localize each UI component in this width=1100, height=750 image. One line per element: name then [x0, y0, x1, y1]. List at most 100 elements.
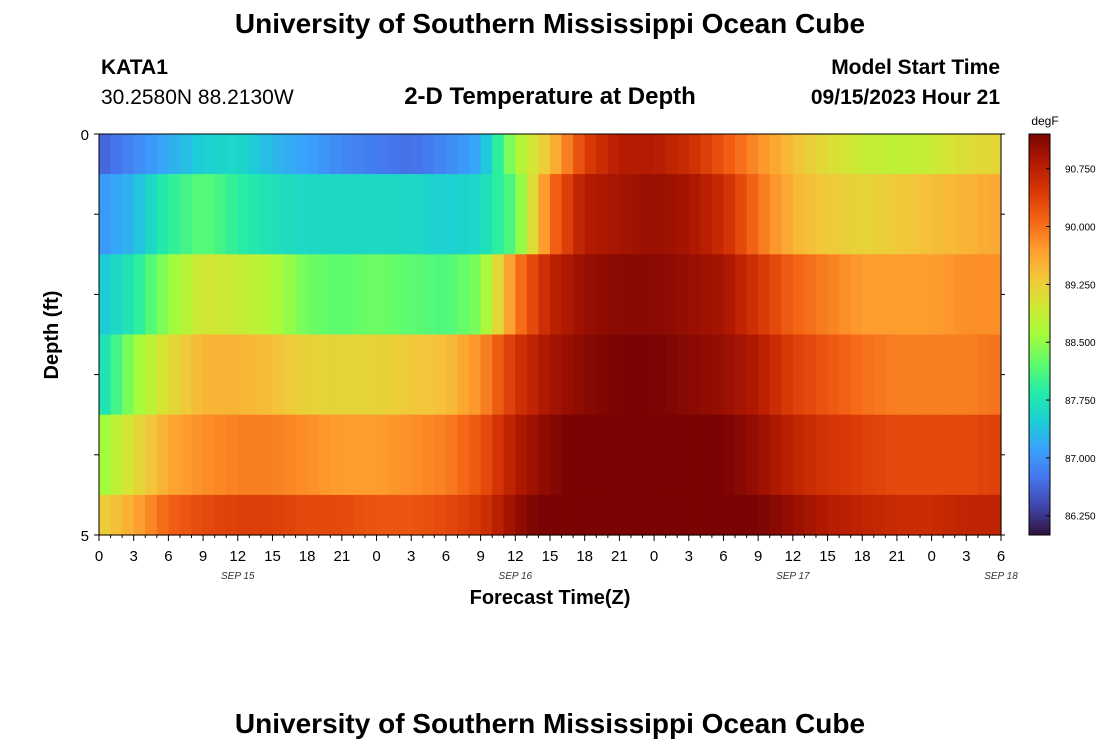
heatmap-cell [445, 174, 459, 255]
heatmap-cell [943, 494, 956, 536]
heatmap-cell [700, 494, 713, 536]
heatmap-cell [584, 254, 597, 336]
heatmap-cell [214, 174, 227, 255]
heatmap-cell [110, 334, 123, 416]
page-title: University of Southern Mississippi Ocean… [234, 8, 866, 39]
x-tick-label: 9 [754, 548, 762, 565]
heatmap-cell [179, 134, 193, 175]
heatmap-cell [896, 254, 910, 336]
heatmap-cell [735, 174, 748, 255]
heatmap-cell [596, 414, 609, 496]
heatmap-cell [353, 254, 366, 336]
heatmap-cell [168, 134, 181, 175]
heatmap-cell [307, 254, 320, 336]
heatmap-cell [214, 334, 227, 416]
x-tick-label: 0 [927, 548, 935, 565]
heatmap-cell [804, 494, 817, 536]
heatmap-cell [723, 134, 736, 175]
heatmap-cell [110, 414, 123, 496]
heatmap-cell [920, 334, 933, 416]
heatmap-cell [550, 254, 563, 336]
heatmap-cell [688, 494, 701, 536]
heatmap-cell [642, 174, 655, 255]
heatmap-cell [920, 414, 933, 496]
x-tick-label: 18 [854, 548, 871, 565]
heatmap-cell [769, 494, 782, 536]
heatmap-cell [827, 174, 840, 255]
heatmap-cell [179, 254, 193, 336]
heatmap-cell [711, 174, 725, 255]
heatmap-cell [873, 494, 886, 536]
heatmap-cell [469, 414, 482, 496]
heatmap-cell [492, 174, 505, 255]
heatmap-cell [839, 334, 852, 416]
heatmap-cell [272, 414, 285, 496]
heatmap-cell [654, 174, 667, 255]
x-tick-label: 21 [334, 548, 351, 565]
x-tick-label: 21 [889, 548, 906, 565]
heatmap-cell [677, 494, 690, 536]
heatmap-cell [226, 254, 239, 336]
heatmap-cell [156, 414, 169, 496]
heatmap-cell [665, 414, 678, 496]
heatmap-cell [931, 494, 944, 536]
heatmap-cell [839, 134, 852, 175]
heatmap-cell [272, 134, 285, 175]
heatmap-cell [434, 414, 447, 496]
heatmap-cell [862, 494, 875, 536]
heatmap-cell [758, 494, 771, 536]
date-labels: SEP 15 SEP 16 SEP 17 SEP 18 [221, 571, 1018, 582]
x-tick-label: 18 [576, 548, 593, 565]
x-tick-label: 0 [95, 548, 103, 565]
colorbar-ticks: 86.250 87.000 87.750 88.500 89.250 90.000 90.7… [1046, 165, 1096, 523]
x-tick-label: 15 [819, 548, 836, 565]
heatmap-cell [515, 134, 528, 175]
heatmap-cell [399, 414, 412, 496]
heatmap-cell [515, 494, 528, 536]
heatmap-cell [469, 174, 482, 255]
colorbar-tick-label: 87.750 [1065, 396, 1096, 407]
heatmap-cell [885, 254, 898, 336]
heatmap-cell [237, 414, 250, 496]
x-tick-label: 21 [611, 548, 628, 565]
heatmap-cell [943, 134, 956, 175]
heatmap-cell [203, 134, 216, 175]
heatmap-cell [330, 494, 343, 536]
heatmap-cell [885, 334, 898, 416]
colorbar-unit: degF [1031, 114, 1058, 128]
heatmap-cell [827, 494, 840, 536]
heatmap-cell [226, 494, 239, 536]
x-tick-label: 0 [372, 548, 380, 565]
heatmap-cell [422, 334, 435, 416]
heatmap-cell [133, 174, 146, 255]
heatmap-cell [711, 254, 725, 336]
heatmap-cell [966, 254, 979, 336]
heatmap-cell [307, 494, 320, 536]
heatmap-cell [850, 494, 863, 536]
heatmap-cell [272, 254, 285, 336]
heatmap-cell [711, 134, 725, 175]
x-tick-label: 3 [407, 548, 415, 565]
heatmap-cell [457, 414, 470, 496]
heatmap-cell [920, 174, 933, 255]
heatmap-cell [896, 174, 910, 255]
heatmap-cell [561, 414, 574, 496]
heatmap-cell [573, 414, 586, 496]
x-axis-ticks: 0 3 6 9 12 15 18 21 0 3 6 9 12 15 18 21 0 3 6 9 12 15 18 21 0 3 6 [95, 535, 1005, 565]
heatmap-cell [573, 494, 586, 536]
heatmap-cell [538, 494, 551, 536]
x-tick-label: 12 [229, 548, 246, 565]
heatmap-cell [249, 494, 262, 536]
heatmap-cell [364, 334, 378, 416]
heatmap-cell [561, 134, 574, 175]
heatmap-cell [781, 174, 794, 255]
heatmap-cell [700, 174, 713, 255]
y-tick-label-top: 0 [81, 127, 89, 144]
footer-title: University of Southern Mississippi Ocean… [234, 708, 866, 739]
heatmap-cell [665, 174, 678, 255]
heatmap-cell [630, 254, 644, 336]
heatmap-cell [723, 334, 736, 416]
heatmap-cell [596, 494, 609, 536]
heatmap-cell [538, 414, 551, 496]
heatmap-cell [677, 414, 690, 496]
